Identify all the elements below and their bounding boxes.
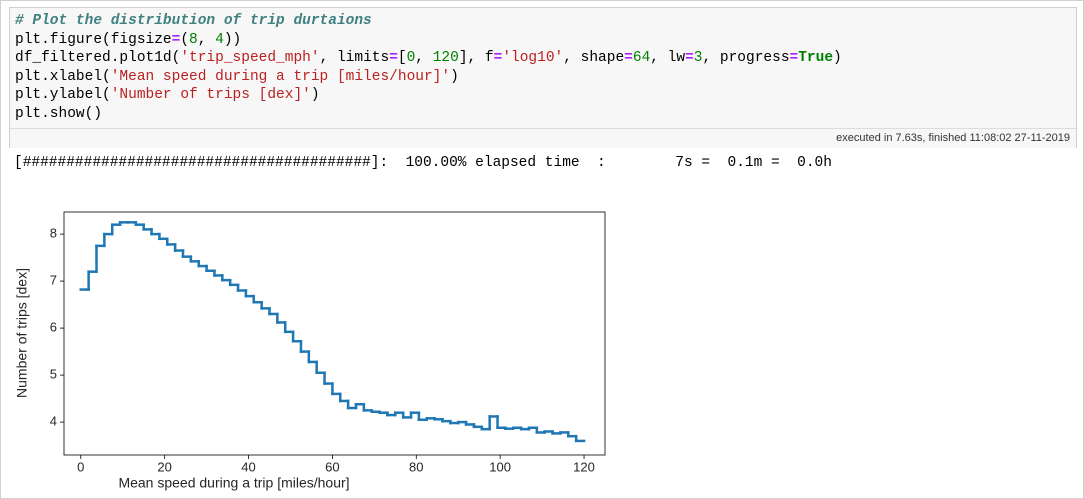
code-line: plt.show() — [15, 105, 103, 122]
x-tick-label: 20 — [157, 459, 171, 474]
exec-bar: executed in 7.63s, finished 11:08:02 27-… — [10, 128, 1076, 148]
y-tick-label: 8 — [50, 226, 57, 241]
code-cell: # Plot the distribution of trip durtaion… — [9, 7, 1077, 148]
code-line: plt.figure(figsize=(8, 4)) — [15, 31, 242, 48]
code-line: plt.xlabel('Mean speed during a trip [mi… — [15, 68, 459, 85]
x-axis-label: Mean speed during a trip [miles/hour] — [118, 475, 349, 491]
chart: Mean speed during a trip [miles/hour] Nu… — [14, 211, 606, 491]
code-line: df_filtered.plot1d('trip_speed_mph', lim… — [15, 50, 842, 67]
y-axis-label: Number of trips [dex] — [14, 268, 30, 398]
y-tick-label: 5 — [50, 367, 57, 382]
output-text: [#######################################… — [14, 155, 832, 171]
axes-frame — [63, 211, 606, 456]
x-tick-label: 0 — [77, 459, 84, 474]
code-line: # Plot the distribution of trip durtaion… — [15, 13, 372, 29]
y-tick-label: 6 — [50, 320, 57, 335]
x-tick-label: 120 — [573, 459, 595, 474]
x-tick-label: 40 — [241, 459, 255, 474]
code: # Plot the distribution of trip durtaion… — [15, 12, 842, 124]
x-tick-label: 80 — [409, 459, 423, 474]
x-tick-label: 60 — [325, 459, 339, 474]
code-line: plt.ylabel('Number of trips [dex]') — [15, 87, 320, 104]
x-tick-label: 100 — [489, 459, 511, 474]
y-tick-label: 7 — [50, 273, 57, 288]
execution-note: executed in 7.63s, finished 11:08:02 27-… — [836, 132, 1070, 144]
y-tick-label: 4 — [50, 414, 57, 429]
